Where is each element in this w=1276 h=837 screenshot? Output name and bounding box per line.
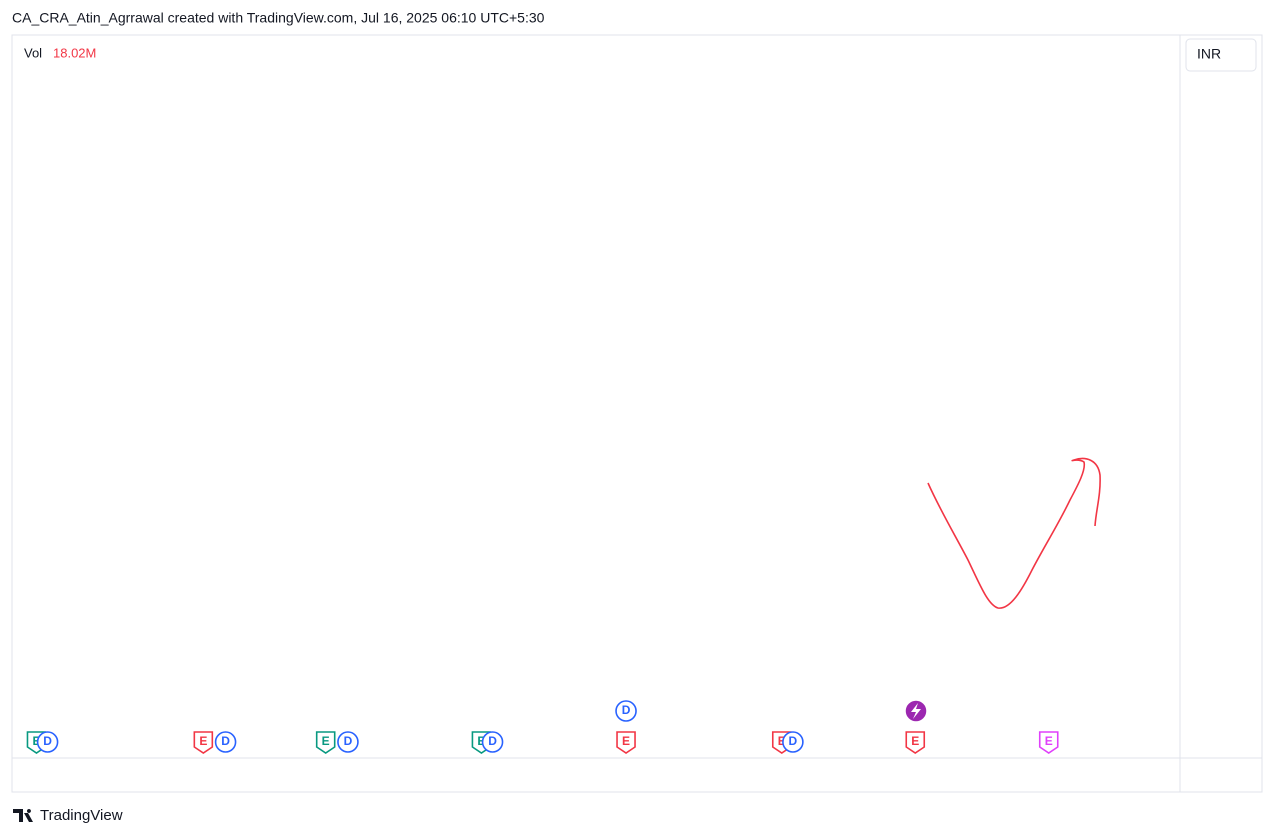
event-e: E — [193, 731, 214, 754]
event-d: D — [36, 731, 59, 753]
event-label: E — [322, 734, 330, 748]
event-label: D — [789, 734, 798, 748]
volume-legend-value: 18.02M — [53, 45, 96, 60]
currency-box[interactable] — [1185, 38, 1257, 72]
event-label: D — [344, 734, 353, 748]
events: E D E D E D E DDE E D E E — [26, 700, 1059, 754]
event-d: D — [214, 731, 237, 753]
event-badge — [1038, 731, 1059, 754]
event-badge — [337, 731, 359, 753]
event-badge — [905, 731, 926, 754]
event-d: D — [337, 731, 359, 753]
volume-title: Vol — [24, 45, 42, 60]
event-badge — [616, 731, 636, 754]
brand: TradingView — [40, 807, 123, 824]
event-d: D — [782, 731, 804, 753]
event-d: D — [481, 731, 504, 753]
event-e: E — [315, 731, 336, 754]
event-e: E — [905, 731, 926, 754]
event-d: D — [615, 700, 637, 722]
event-label: E — [778, 734, 786, 748]
event-badge — [782, 731, 804, 753]
event-badge — [193, 731, 214, 754]
chart-frame — [11, 34, 1263, 793]
event-e: E — [1038, 731, 1059, 754]
event-label: D — [488, 734, 497, 748]
hand-drawn-curve — [927, 457, 1101, 609]
event-label: E — [911, 734, 919, 748]
dividend-flash-icon — [904, 699, 928, 723]
event-label: D — [43, 734, 52, 748]
event-badge — [36, 731, 59, 753]
event-label: D — [622, 703, 631, 717]
event-badge — [214, 731, 237, 753]
event-e: E — [616, 731, 636, 754]
chart-title: CA_CRA_Atin_Agrrawal created with Tradin… — [12, 10, 545, 26]
event-badge — [615, 700, 637, 722]
currency: INR — [1197, 46, 1221, 62]
event-badge — [315, 731, 336, 754]
event-label: E — [1045, 734, 1053, 748]
event-label: E — [622, 734, 630, 748]
event-label: D — [221, 734, 230, 748]
event-badge — [481, 731, 504, 753]
event-label: E — [477, 734, 485, 748]
brand-logo — [13, 809, 33, 822]
event-label: E — [199, 734, 207, 748]
event-label: E — [32, 734, 40, 748]
